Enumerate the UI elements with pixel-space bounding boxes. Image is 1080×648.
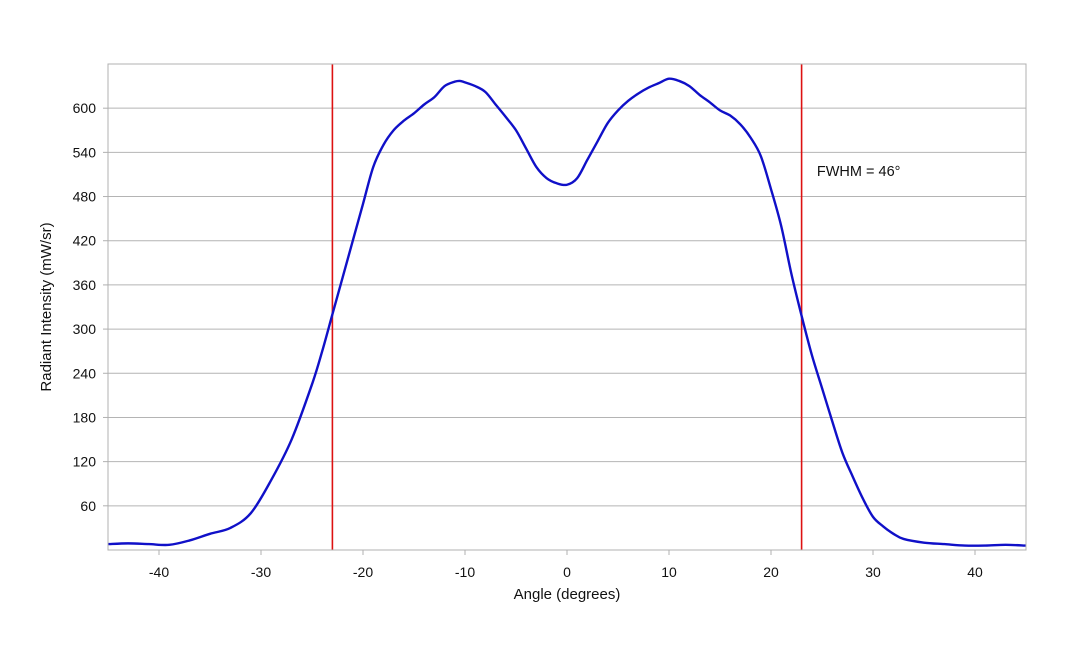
x-tick-label: -40: [149, 564, 169, 580]
y-tick-label: 300: [73, 321, 97, 337]
series-group: [107, 77, 1027, 547]
x-tick-label: 40: [967, 564, 983, 580]
x-tick-label: -30: [251, 564, 271, 580]
grid-lines: [108, 107, 1026, 507]
y-tick-label: 600: [73, 100, 97, 116]
x-tick-label: 30: [865, 564, 881, 580]
x-tick-label: 20: [763, 564, 779, 580]
y-tick-label: 60: [80, 498, 96, 514]
y-tick-label: 360: [73, 277, 97, 293]
fwhm-annotation: FWHM = 46°: [817, 164, 901, 180]
y-tick-label: 420: [73, 233, 97, 249]
x-tick-label: -10: [455, 564, 475, 580]
x-tick-label: 10: [661, 564, 677, 580]
y-tick-label: 540: [73, 144, 97, 160]
series-line: [107, 77, 1027, 547]
y-tick-label: 240: [73, 365, 97, 381]
y-tick-label: 480: [73, 189, 97, 205]
y-tick-label: 180: [73, 409, 97, 425]
vertical-markers: [331, 64, 803, 550]
y-axis-title: Radiant Intensity (mW/sr): [38, 222, 55, 391]
annotations: FWHM = 46°: [817, 164, 901, 180]
y-tick-label: 120: [73, 454, 97, 470]
plot-area: [108, 64, 1026, 550]
x-tick-label: 0: [563, 564, 571, 580]
x-tick-label: -20: [353, 564, 373, 580]
x-axis-title: Angle (degrees): [514, 586, 621, 603]
